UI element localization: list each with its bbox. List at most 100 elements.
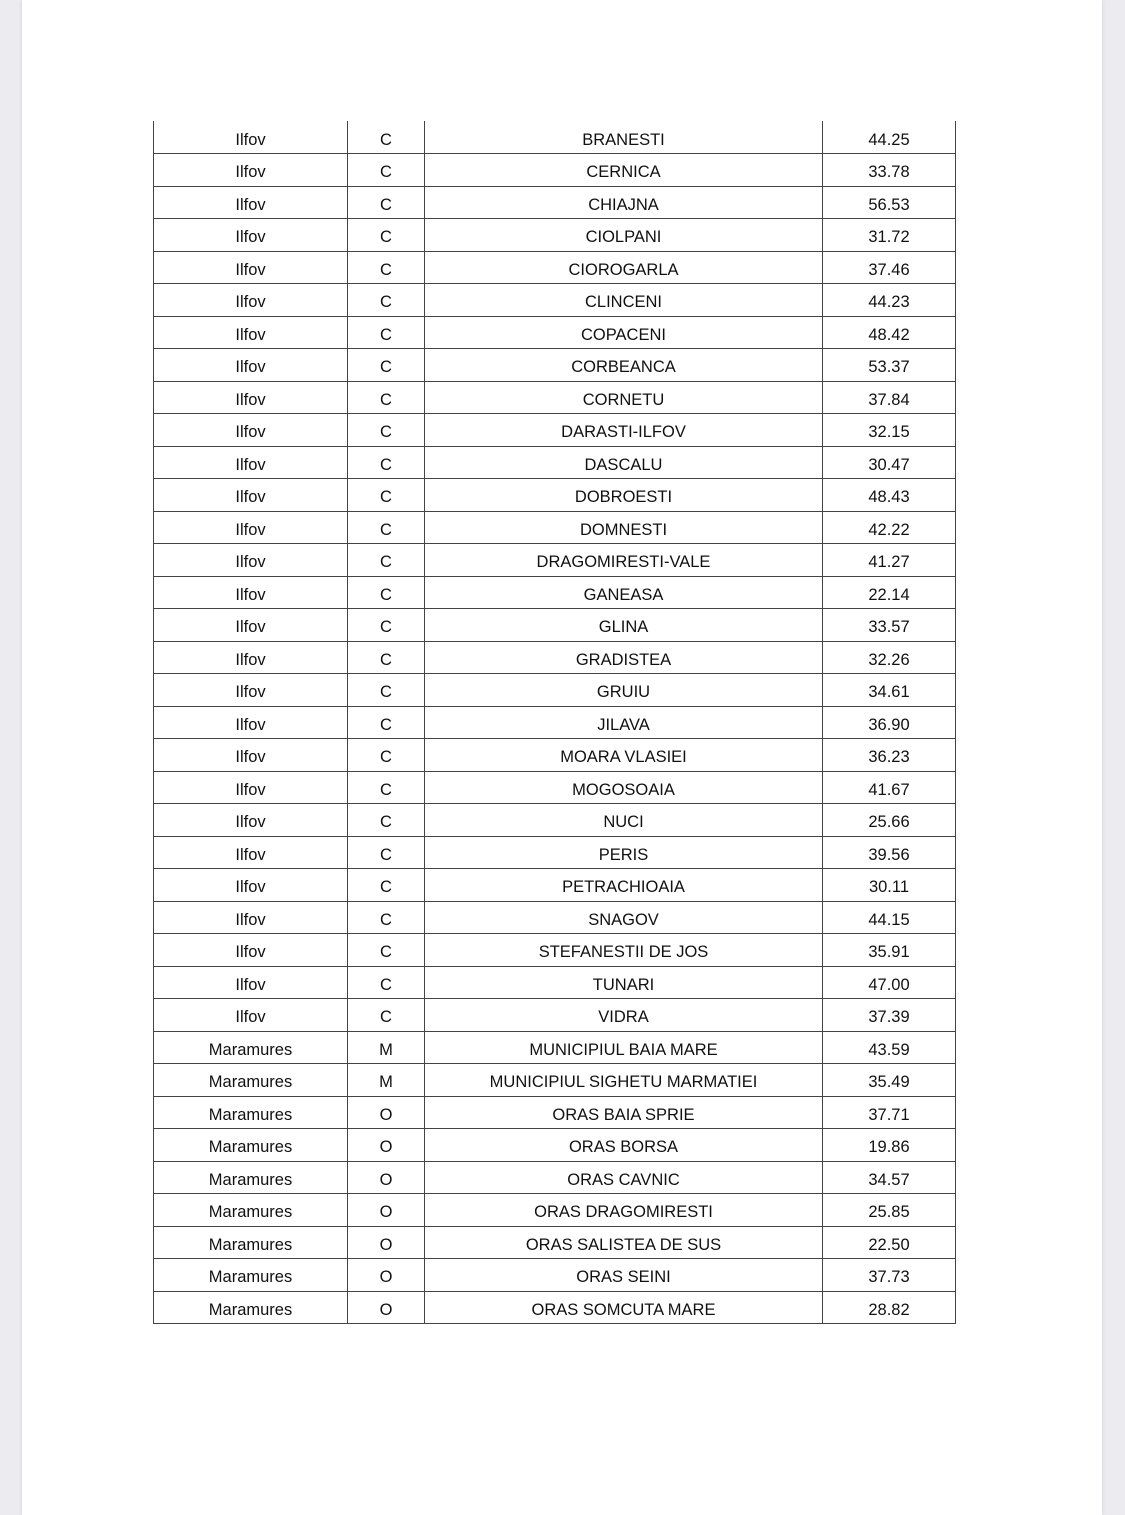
type-cell: O — [347, 1160, 425, 1194]
value-cell: 56.53 — [822, 185, 956, 219]
locality-cell: STEFANESTII DE JOS — [424, 933, 823, 967]
table-row: Ilfov C DOMNESTI 42.22 — [153, 510, 956, 544]
value-cell: 43.59 — [822, 1030, 956, 1064]
table-row: Ilfov C TUNARI 47.00 — [153, 965, 956, 999]
county-cell: Ilfov — [153, 218, 348, 252]
value-cell: 37.46 — [822, 250, 956, 284]
locality-cell: ORAS SALISTEA DE SUS — [424, 1225, 823, 1259]
locality-cell: ORAS SEINI — [424, 1258, 823, 1292]
locality-cell: GLINA — [424, 608, 823, 642]
county-cell: Ilfov — [153, 315, 348, 349]
type-cell: C — [347, 640, 425, 674]
county-cell: Maramures — [153, 1225, 348, 1259]
value-cell: 22.14 — [822, 575, 956, 609]
type-cell: C — [347, 315, 425, 349]
table-row: Maramures M MUNICIPIUL SIGHETU MARMATIEI 35… — [153, 1063, 956, 1097]
type-cell: C — [347, 510, 425, 544]
value-cell: 33.78 — [822, 153, 956, 187]
type-cell: C — [347, 478, 425, 512]
locality-cell: DRAGOMIRESTI-VALE — [424, 543, 823, 577]
locality-cell: CIOLPANI — [424, 218, 823, 252]
locality-cell: MUNICIPIUL BAIA MARE — [424, 1030, 823, 1064]
value-cell: 36.23 — [822, 738, 956, 772]
value-cell: 37.71 — [822, 1095, 956, 1129]
county-cell: Ilfov — [153, 835, 348, 869]
type-cell: C — [347, 965, 425, 999]
table-row: Ilfov C DRAGOMIRESTI-VALE 41.27 — [153, 543, 956, 577]
county-cell: Ilfov — [153, 738, 348, 772]
locality-cell: ORAS CAVNIC — [424, 1160, 823, 1194]
locality-cell: CORBEANCA — [424, 348, 823, 382]
county-cell: Ilfov — [153, 803, 348, 837]
type-cell: C — [347, 283, 425, 317]
type-cell: C — [347, 575, 425, 609]
table-row: Ilfov C SNAGOV 44.15 — [153, 900, 956, 934]
locality-cell: MOARA VLASIEI — [424, 738, 823, 772]
value-cell: 28.82 — [822, 1290, 956, 1324]
locality-cell: DOMNESTI — [424, 510, 823, 544]
type-cell: C — [347, 153, 425, 187]
type-cell: C — [347, 933, 425, 967]
value-cell: 34.61 — [822, 673, 956, 707]
type-cell: C — [347, 121, 425, 154]
value-cell: 42.22 — [822, 510, 956, 544]
county-cell: Ilfov — [153, 510, 348, 544]
table-row: Ilfov C CIOROGARLA 37.46 — [153, 250, 956, 284]
value-cell: 41.67 — [822, 770, 956, 804]
table-row: Ilfov C MOGOSOAIA 41.67 — [153, 770, 956, 804]
locality-cell: PERIS — [424, 835, 823, 869]
locality-cell: CLINCENI — [424, 283, 823, 317]
type-cell: C — [347, 413, 425, 447]
locality-cell: ORAS BAIA SPRIE — [424, 1095, 823, 1129]
type-cell: C — [347, 348, 425, 382]
value-cell: 30.47 — [822, 445, 956, 479]
type-cell: C — [347, 673, 425, 707]
table-row: Maramures M MUNICIPIUL BAIA MARE 43.59 — [153, 1030, 956, 1064]
county-cell: Ilfov — [153, 283, 348, 317]
table-row: Ilfov C CORNETU 37.84 — [153, 380, 956, 414]
locality-cell: GRUIU — [424, 673, 823, 707]
table-row: Ilfov C MOARA VLASIEI 36.23 — [153, 738, 956, 772]
table-row: Ilfov C NUCI 25.66 — [153, 803, 956, 837]
value-cell: 31.72 — [822, 218, 956, 252]
table-row: Ilfov C CLINCENI 44.23 — [153, 283, 956, 317]
table-row: Ilfov C DASCALU 30.47 — [153, 445, 956, 479]
value-cell: 32.15 — [822, 413, 956, 447]
table-row: Maramures O ORAS SOMCUTA MARE 28.82 — [153, 1290, 956, 1324]
table-row: Ilfov C PERIS 39.56 — [153, 835, 956, 869]
value-cell: 47.00 — [822, 965, 956, 999]
type-cell: O — [347, 1128, 425, 1162]
type-cell: O — [347, 1225, 425, 1259]
locality-cell: DASCALU — [424, 445, 823, 479]
type-cell: C — [347, 608, 425, 642]
locality-cell: CERNICA — [424, 153, 823, 187]
county-cell: Ilfov — [153, 445, 348, 479]
value-cell: 37.73 — [822, 1258, 956, 1292]
value-cell: 53.37 — [822, 348, 956, 382]
table-row: Ilfov C COPACENI 48.42 — [153, 315, 956, 349]
type-cell: O — [347, 1258, 425, 1292]
county-cell: Ilfov — [153, 965, 348, 999]
type-cell: O — [347, 1193, 425, 1227]
value-cell: 44.25 — [822, 121, 956, 154]
locality-cell: ORAS BORSA — [424, 1128, 823, 1162]
table-row: Ilfov C DARASTI-ILFOV 32.15 — [153, 413, 956, 447]
table-row: Ilfov C CORBEANCA 53.37 — [153, 348, 956, 382]
value-cell: 39.56 — [822, 835, 956, 869]
type-cell: O — [347, 1095, 425, 1129]
locality-cell: MOGOSOAIA — [424, 770, 823, 804]
county-cell: Ilfov — [153, 380, 348, 414]
locality-cell: GRADISTEA — [424, 640, 823, 674]
type-cell: M — [347, 1030, 425, 1064]
county-cell: Ilfov — [153, 998, 348, 1032]
locality-cell: BRANESTI — [424, 121, 823, 154]
county-cell: Ilfov — [153, 640, 348, 674]
locality-cell: JILAVA — [424, 705, 823, 739]
value-cell: 32.26 — [822, 640, 956, 674]
value-cell: 44.23 — [822, 283, 956, 317]
county-cell: Maramures — [153, 1290, 348, 1324]
table-row: Maramures O ORAS SEINI 37.73 — [153, 1258, 956, 1292]
locality-cell: DOBROESTI — [424, 478, 823, 512]
table-row: Ilfov C GRUIU 34.61 — [153, 673, 956, 707]
county-cell: Maramures — [153, 1128, 348, 1162]
